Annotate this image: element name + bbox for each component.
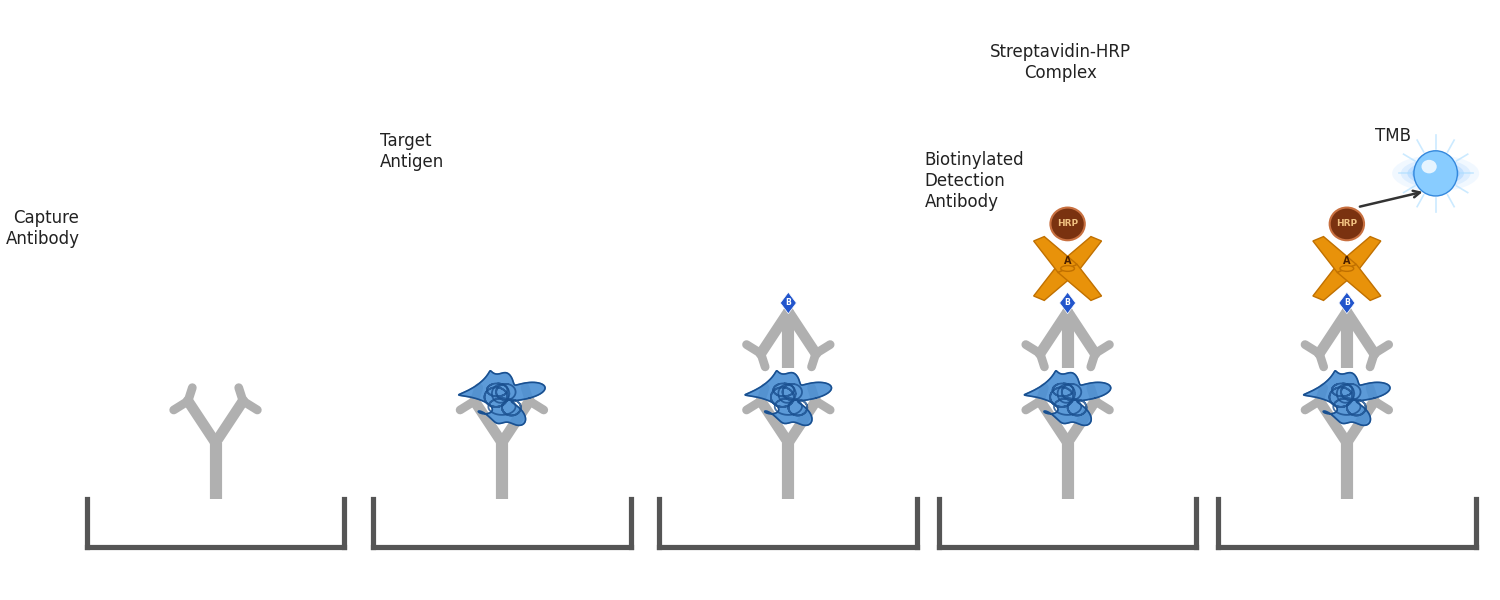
Ellipse shape bbox=[1414, 151, 1458, 196]
Polygon shape bbox=[1340, 292, 1354, 314]
Ellipse shape bbox=[1050, 208, 1084, 240]
Polygon shape bbox=[1312, 265, 1356, 301]
Polygon shape bbox=[1304, 371, 1390, 425]
Circle shape bbox=[1060, 266, 1074, 271]
Circle shape bbox=[1392, 155, 1479, 191]
Text: B: B bbox=[1344, 298, 1350, 307]
Polygon shape bbox=[459, 371, 544, 425]
Text: HRP: HRP bbox=[1336, 220, 1358, 229]
Text: TMB: TMB bbox=[1374, 127, 1410, 145]
Polygon shape bbox=[1034, 236, 1077, 272]
Ellipse shape bbox=[1422, 160, 1437, 173]
Text: Capture
Antibody: Capture Antibody bbox=[6, 209, 80, 248]
Text: A: A bbox=[1064, 256, 1071, 266]
Polygon shape bbox=[1338, 265, 1382, 301]
Polygon shape bbox=[1024, 371, 1110, 425]
Circle shape bbox=[1407, 161, 1464, 185]
Ellipse shape bbox=[1329, 208, 1364, 240]
Polygon shape bbox=[1058, 236, 1101, 272]
Polygon shape bbox=[780, 292, 796, 314]
Circle shape bbox=[1401, 159, 1470, 188]
Text: Target
Antigen: Target Antigen bbox=[380, 132, 444, 171]
Text: B: B bbox=[786, 298, 790, 307]
Circle shape bbox=[1340, 266, 1353, 271]
Circle shape bbox=[1412, 163, 1460, 184]
Text: B: B bbox=[1065, 298, 1071, 307]
Text: A: A bbox=[1342, 256, 1350, 266]
Polygon shape bbox=[746, 371, 831, 425]
Text: Biotinylated
Detection
Antibody: Biotinylated Detection Antibody bbox=[924, 151, 1024, 211]
Polygon shape bbox=[1312, 236, 1356, 272]
Polygon shape bbox=[1059, 292, 1076, 314]
Polygon shape bbox=[1034, 265, 1077, 301]
Polygon shape bbox=[1058, 265, 1101, 301]
Polygon shape bbox=[1338, 236, 1382, 272]
Text: Streptavidin-HRP
Complex: Streptavidin-HRP Complex bbox=[990, 43, 1131, 82]
Text: HRP: HRP bbox=[1058, 220, 1078, 229]
